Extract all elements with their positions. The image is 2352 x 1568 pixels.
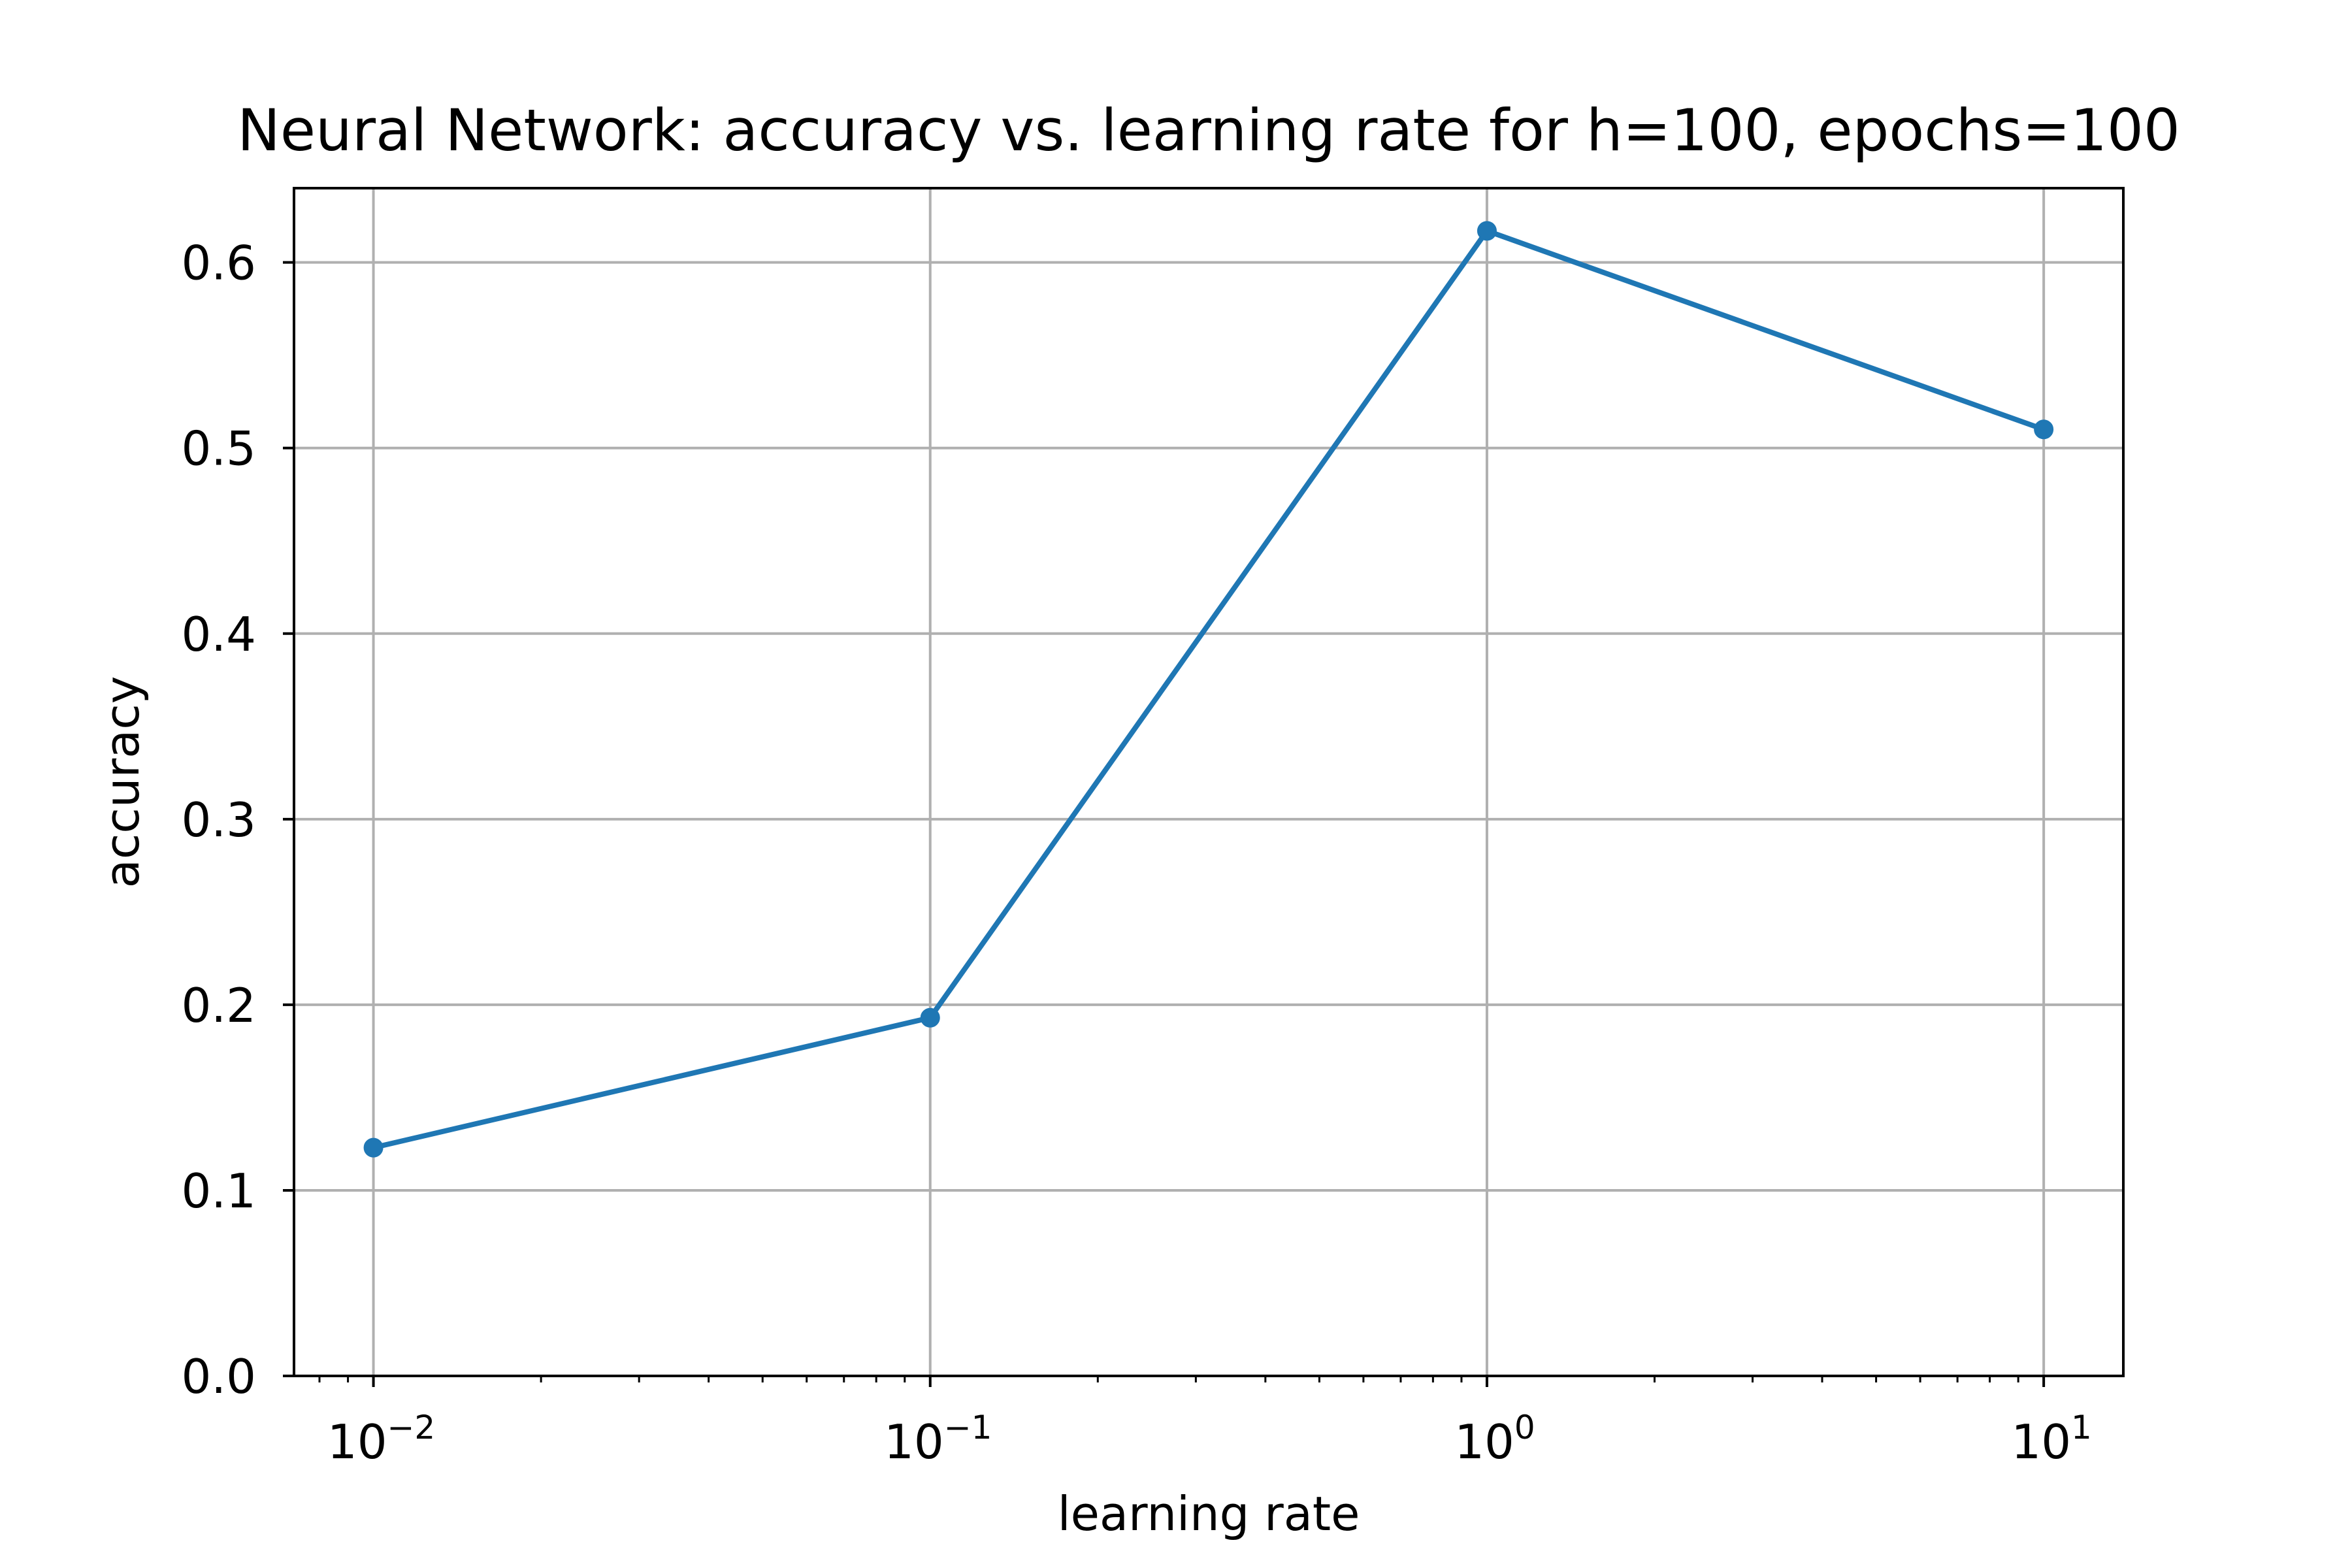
x-tick-exponent: −1: [944, 1409, 992, 1446]
x-tick-labels: 10−2 10−1 100 101: [327, 1409, 2092, 1469]
y-tick-label: 0.1: [181, 1164, 256, 1218]
data-point: [363, 1137, 384, 1158]
y-tick-label: 0.5: [181, 421, 256, 476]
x-tick-base: 10: [327, 1414, 387, 1469]
data-point: [2034, 419, 2054, 440]
y-tick-labels: 0.0 0.1 0.2 0.3 0.4 0.5 0.6: [181, 236, 256, 1404]
y-tick-label: 0.0: [181, 1349, 256, 1404]
series-layer: [363, 221, 2054, 1158]
y-tick-label: 0.3: [181, 792, 256, 847]
data-point: [920, 1007, 940, 1028]
y-tick-label: 0.4: [181, 607, 256, 662]
x-tick-exponent: −2: [387, 1409, 436, 1446]
grid: [294, 188, 2123, 1376]
x-tick-label: 10−2: [327, 1409, 435, 1469]
chart-title: Neural Network: accuracy vs. learning ra…: [237, 97, 2180, 164]
x-tick-base: 10: [2011, 1414, 2071, 1469]
x-tick-label: 101: [2011, 1409, 2091, 1469]
series-line: [370, 228, 2048, 1151]
plot-frame: [293, 187, 2125, 1377]
x-tick-label: 10−1: [884, 1409, 992, 1469]
x-tick-exponent: 0: [1514, 1409, 1535, 1446]
x-tick-label: 100: [1454, 1409, 1535, 1469]
x-tick-base: 10: [1454, 1414, 1514, 1469]
x-tick-exponent: 1: [2071, 1409, 2092, 1446]
y-tick-label: 0.6: [181, 236, 256, 291]
y-axis-label: accuracy: [95, 676, 150, 889]
x-tick-base: 10: [884, 1414, 944, 1469]
tick-marks: [283, 261, 2046, 1387]
x-axis-label: learning rate: [1058, 1486, 1360, 1541]
y-tick-label: 0.2: [181, 978, 256, 1033]
data-point: [1477, 221, 1497, 241]
